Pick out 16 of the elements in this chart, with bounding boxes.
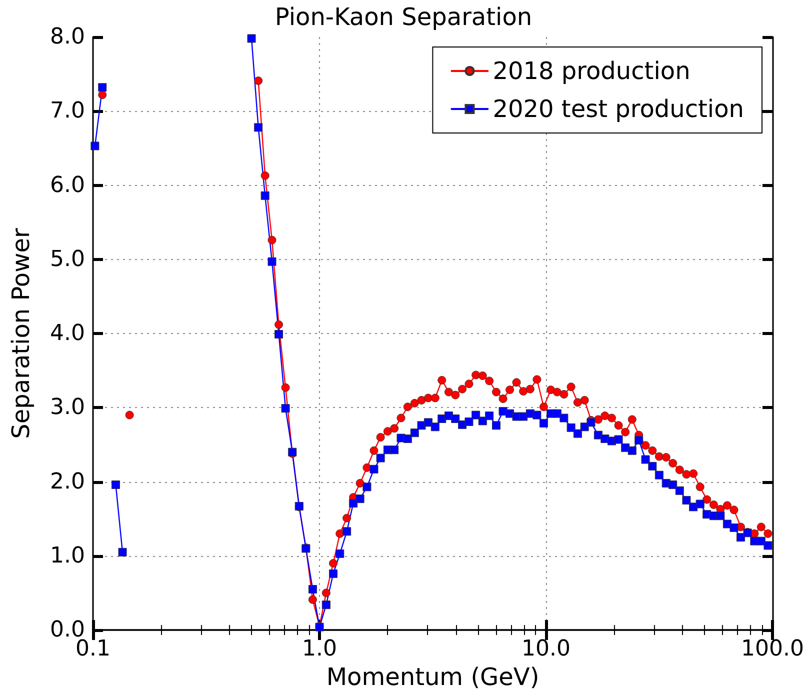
- y-axis-title: Separation Power: [7, 228, 35, 439]
- legend-label: 2020 test production: [492, 95, 744, 123]
- y-tick-label: 5.0: [50, 246, 85, 272]
- legend-label: 2018 production: [492, 57, 690, 85]
- x-tick-label: 1.0: [302, 636, 338, 662]
- y-tick-label: 4.0: [50, 321, 85, 346]
- x-tick-label: 10.0: [522, 636, 570, 662]
- x-axis-title: Momentum (GeV): [326, 662, 540, 691]
- y-tick-label: 2.0: [50, 469, 85, 494]
- chart-title: Pion-Kaon Separation: [274, 3, 532, 31]
- y-tick-label: 7.0: [50, 98, 85, 124]
- y-tick-label: 3.0: [50, 395, 85, 420]
- y-tick-label: 8.0: [50, 24, 85, 50]
- y-tick-label: 6.0: [50, 172, 85, 198]
- y-tick-label: 1.0: [50, 543, 85, 568]
- x-tick-label: 100.0: [741, 636, 804, 662]
